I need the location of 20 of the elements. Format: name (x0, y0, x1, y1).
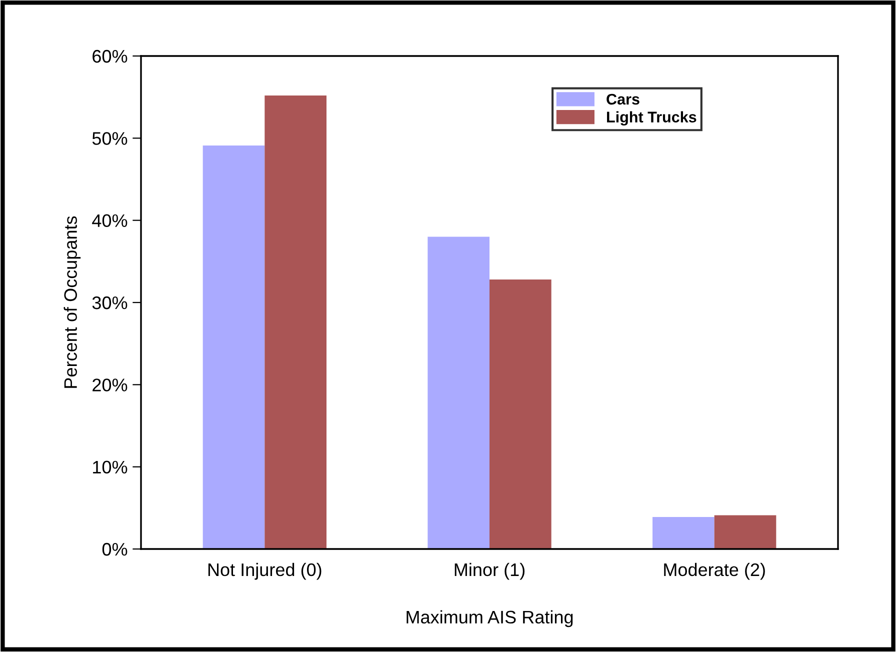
bar (264, 95, 326, 549)
y-tick-label: 60% (92, 50, 128, 63)
y-tick-label: 40% (92, 214, 128, 228)
x-tick-label: Moderate (2) (664, 562, 765, 580)
bar (428, 236, 490, 549)
y-axis-title: Percent of Occupants (64, 216, 81, 388)
x-tick-label: Minor (1) (454, 562, 524, 580)
y-tick-label: 50% (92, 132, 128, 145)
bar (714, 515, 776, 549)
x-axis-title: Maximum AIS Rating (406, 610, 573, 628)
y-tick-label: 0% (102, 542, 128, 556)
y-tick-label: 20% (92, 378, 128, 392)
y-tick-label: 10% (93, 460, 128, 474)
bar (652, 516, 714, 549)
bar (202, 146, 265, 549)
bar (490, 279, 552, 549)
legend-label: Cars (606, 94, 640, 105)
x-tick-label: Not Injured (0) (208, 562, 322, 580)
legend-label: Light Trucks (607, 111, 696, 126)
y-tick-label: 30% (92, 296, 128, 310)
